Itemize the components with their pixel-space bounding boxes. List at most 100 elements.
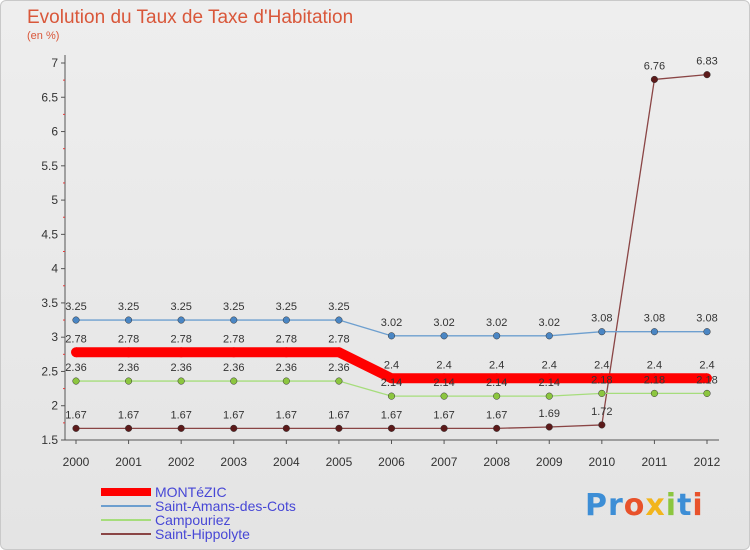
logo-letter: P — [585, 488, 608, 523]
x-tick-label: 2004 — [273, 455, 300, 469]
y-tick-label: 6.5 — [41, 90, 58, 104]
data-label: 3.02 — [381, 317, 402, 329]
y-tick-label: 2 — [51, 399, 58, 413]
data-label: 2.14 — [486, 377, 507, 389]
data-point — [125, 424, 133, 432]
logo-letter: i — [692, 488, 704, 523]
data-label: 3.02 — [486, 317, 507, 329]
data-label: 3.25 — [65, 301, 86, 313]
x-tick-label: 2011 — [642, 455, 668, 469]
data-point — [598, 389, 606, 397]
legend-item: Saint-Amans-des-Cots — [101, 499, 296, 513]
data-point — [230, 424, 238, 432]
data-point — [649, 373, 660, 384]
legend-swatch — [101, 505, 151, 507]
y-tick-label: 5.5 — [41, 159, 58, 173]
data-point — [650, 328, 658, 336]
data-point — [544, 373, 555, 384]
data-point — [650, 389, 658, 397]
data-label: 3.08 — [591, 313, 612, 325]
data-point — [545, 423, 553, 431]
legend-swatch — [101, 519, 151, 521]
legend: MONTéZIC Saint-Amans-des-Cots Campouriez Sa… — [101, 485, 296, 541]
data-label: 2.18 — [591, 374, 612, 386]
legend-label: MONTéZIC — [155, 484, 227, 500]
legend-label: Saint-Hippolyte — [155, 526, 250, 542]
data-point — [230, 377, 238, 385]
data-label: 2.14 — [433, 377, 454, 389]
data-label: 2.78 — [223, 333, 244, 345]
data-point — [230, 316, 238, 324]
legend-item: MONTéZIC — [101, 485, 296, 499]
data-label: 1.67 — [223, 409, 244, 421]
data-label: 3.25 — [223, 301, 244, 313]
data-point — [282, 316, 290, 324]
data-point — [650, 75, 658, 84]
data-point — [493, 392, 501, 400]
data-label: 2.4 — [647, 359, 662, 371]
data-label: 6.83 — [696, 56, 717, 68]
data-point — [598, 328, 606, 336]
data-label: 1.67 — [328, 409, 349, 421]
data-label: 3.08 — [644, 313, 665, 325]
data-point — [125, 377, 133, 385]
data-label: 1.67 — [276, 409, 297, 421]
data-point — [598, 421, 606, 429]
data-label: 2.18 — [696, 374, 717, 386]
data-label: 3.25 — [118, 301, 139, 313]
x-tick-label: 2006 — [378, 455, 405, 469]
data-point — [335, 424, 343, 432]
legend-swatch — [101, 488, 151, 496]
data-label: 6.76 — [644, 60, 665, 72]
data-label: 3.02 — [539, 317, 560, 329]
data-label: 2.4 — [699, 359, 714, 371]
x-tick-label: 2007 — [431, 455, 458, 469]
data-point — [72, 316, 80, 324]
data-label: 3.25 — [276, 301, 297, 313]
x-tick-label: 2005 — [326, 455, 353, 469]
data-point — [545, 332, 553, 340]
data-label: 1.69 — [539, 408, 560, 420]
data-point — [282, 377, 290, 385]
data-point — [440, 392, 448, 400]
data-point — [177, 377, 185, 385]
data-point — [177, 424, 185, 432]
y-tick-label: 7 — [51, 56, 58, 70]
data-point — [71, 347, 81, 358]
data-label: 2.4 — [542, 359, 557, 371]
data-point — [440, 424, 448, 432]
data-point — [335, 377, 343, 385]
data-point — [333, 347, 344, 358]
data-label: 1.67 — [381, 409, 402, 421]
data-point — [335, 316, 343, 324]
data-point — [282, 424, 290, 432]
data-point — [387, 332, 396, 340]
y-tick-label: 4.5 — [41, 227, 58, 241]
series-points — [71, 71, 712, 432]
data-point — [176, 347, 187, 358]
data-point — [493, 424, 501, 432]
x-tick-label: 2003 — [220, 455, 247, 469]
data-label: 2.4 — [384, 359, 399, 371]
data-label: 2.36 — [223, 362, 244, 374]
data-label: 2.78 — [276, 333, 297, 345]
data-point — [387, 424, 396, 432]
data-point — [177, 316, 185, 324]
data-label: 2.4 — [489, 359, 504, 371]
data-label: 2.78 — [170, 333, 191, 345]
data-label: 2.78 — [65, 333, 86, 345]
data-label: 1.67 — [118, 409, 139, 421]
logo-letter: i — [665, 488, 678, 523]
data-label: 2.78 — [328, 333, 349, 345]
data-point — [72, 424, 80, 432]
data-point — [703, 389, 711, 397]
logo-letter: r — [608, 488, 624, 523]
chart-unit: (en %) — [27, 30, 60, 42]
x-tick-label: 2012 — [694, 455, 721, 469]
data-label: 3.25 — [170, 301, 191, 313]
data-point — [123, 347, 134, 358]
x-tick-label: 2000 — [63, 455, 90, 469]
axes: 1.5 2 2.5 3 3.5 4 4.5 5 5.5 6 6.5 7 2000 2001 2002 2003… — [41, 55, 721, 469]
x-tick-label: 2010 — [588, 455, 615, 469]
